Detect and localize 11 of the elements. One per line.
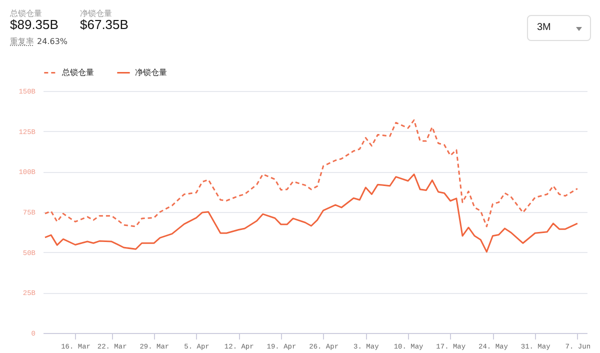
legend-label: 净锁仓量 (135, 68, 167, 77)
text: 总锁仓量 (10, 8, 42, 19)
text: 3M (537, 22, 551, 33)
legend-label: 总锁仓量 (61, 68, 94, 77)
text: 重复率 (10, 37, 34, 46)
line-series (44, 119, 578, 228)
text: 24.63% (37, 37, 68, 46)
text: $89.35B (10, 17, 58, 32)
text: 净锁仓量 (80, 8, 112, 19)
line-series (44, 174, 578, 253)
text: $67.35B (80, 17, 128, 32)
